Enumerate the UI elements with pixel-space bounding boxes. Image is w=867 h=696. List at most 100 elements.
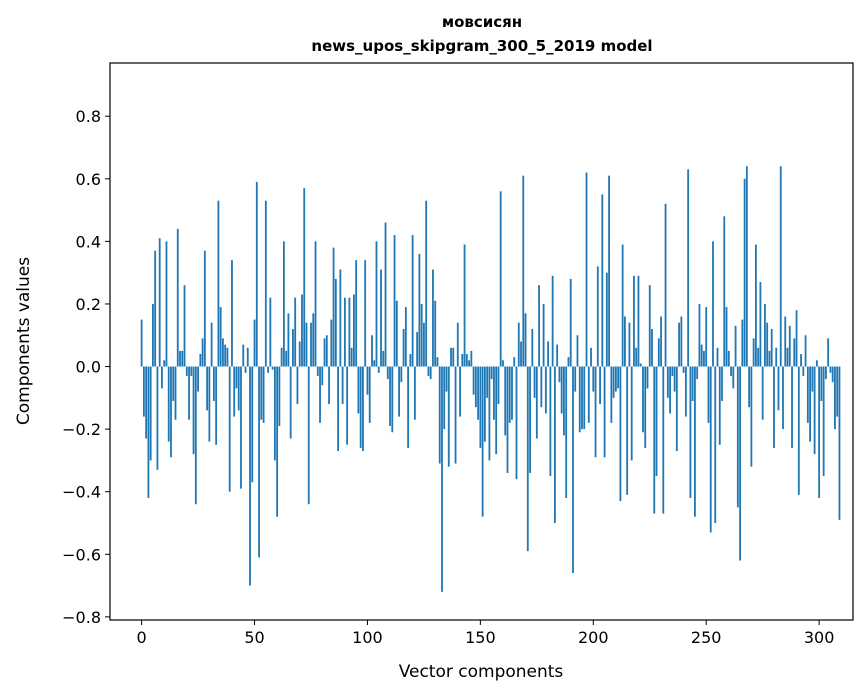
bar — [434, 300, 437, 367]
bar — [231, 260, 233, 367]
bar — [167, 366, 170, 442]
bar — [278, 366, 281, 426]
bar — [481, 366, 484, 517]
bar — [364, 260, 367, 367]
bar — [707, 366, 710, 423]
bar — [158, 238, 161, 367]
bar — [152, 303, 154, 367]
bar — [624, 316, 626, 367]
bar — [339, 269, 342, 367]
bar — [777, 366, 780, 411]
bar — [343, 297, 346, 367]
bar — [757, 347, 760, 367]
bar — [648, 285, 651, 367]
bar — [515, 366, 518, 480]
bar — [687, 169, 690, 367]
bar — [782, 366, 784, 430]
bar — [393, 235, 396, 367]
x-tick-label: 150 — [465, 628, 496, 647]
bar — [547, 341, 550, 367]
bar — [210, 322, 213, 367]
bar — [619, 366, 622, 502]
bar — [280, 347, 283, 367]
bar — [739, 366, 741, 561]
x-axis-ticks: 0 50 100 150 200 250 300 — [137, 620, 834, 647]
bar — [312, 313, 315, 367]
bar — [190, 366, 193, 376]
bar — [292, 328, 294, 367]
bar — [592, 366, 595, 392]
bar — [522, 175, 525, 367]
y-tick-label: −0.2 — [62, 420, 101, 439]
bar — [585, 172, 588, 367]
bar — [323, 338, 326, 367]
bar — [770, 328, 773, 367]
bar — [675, 366, 678, 452]
bar — [834, 366, 836, 430]
bar — [813, 366, 816, 455]
bar — [296, 366, 299, 405]
bar — [768, 350, 771, 367]
bar — [215, 366, 218, 445]
bar — [529, 366, 531, 473]
bar — [574, 366, 577, 392]
bar — [375, 241, 378, 367]
bar — [495, 366, 498, 455]
bar — [748, 366, 751, 408]
bar — [174, 366, 177, 420]
bar — [413, 366, 416, 420]
bar — [249, 366, 251, 586]
bar — [219, 307, 222, 367]
bar — [829, 366, 832, 373]
bar — [459, 366, 461, 417]
bar — [590, 347, 592, 367]
y-tick-label: 0.8 — [76, 107, 101, 126]
bar — [490, 366, 493, 380]
bar — [328, 366, 330, 405]
bar — [538, 285, 540, 367]
bar — [380, 269, 382, 367]
bar — [759, 282, 762, 367]
x-tick-label: 50 — [244, 628, 264, 647]
bar — [386, 366, 389, 380]
bar — [479, 366, 482, 448]
bar — [587, 366, 590, 423]
bar — [752, 338, 755, 367]
bar — [775, 347, 778, 367]
bar — [208, 366, 211, 442]
bar — [192, 366, 195, 455]
bar — [698, 303, 701, 367]
bar — [642, 366, 644, 433]
bar — [718, 366, 721, 445]
bar — [432, 269, 434, 367]
bar — [477, 366, 480, 420]
bar — [373, 360, 376, 367]
bar — [804, 335, 807, 367]
bar — [353, 294, 355, 367]
bar — [513, 357, 516, 367]
bar — [628, 322, 631, 367]
bar — [657, 338, 660, 367]
bar — [366, 366, 369, 395]
bar — [183, 285, 186, 367]
bar — [791, 366, 793, 448]
bar — [350, 347, 353, 367]
bar — [228, 366, 231, 492]
bar — [766, 322, 769, 367]
bar — [395, 300, 398, 367]
bar — [809, 366, 811, 442]
bar — [463, 244, 466, 367]
bar — [533, 366, 536, 398]
bar — [269, 297, 272, 367]
bar — [330, 319, 333, 367]
bar — [276, 366, 279, 517]
bar — [820, 366, 823, 401]
bar — [154, 250, 157, 367]
bar — [569, 278, 572, 367]
bar — [614, 366, 617, 392]
bar — [282, 241, 285, 367]
bar — [416, 332, 419, 367]
bar — [411, 235, 414, 367]
